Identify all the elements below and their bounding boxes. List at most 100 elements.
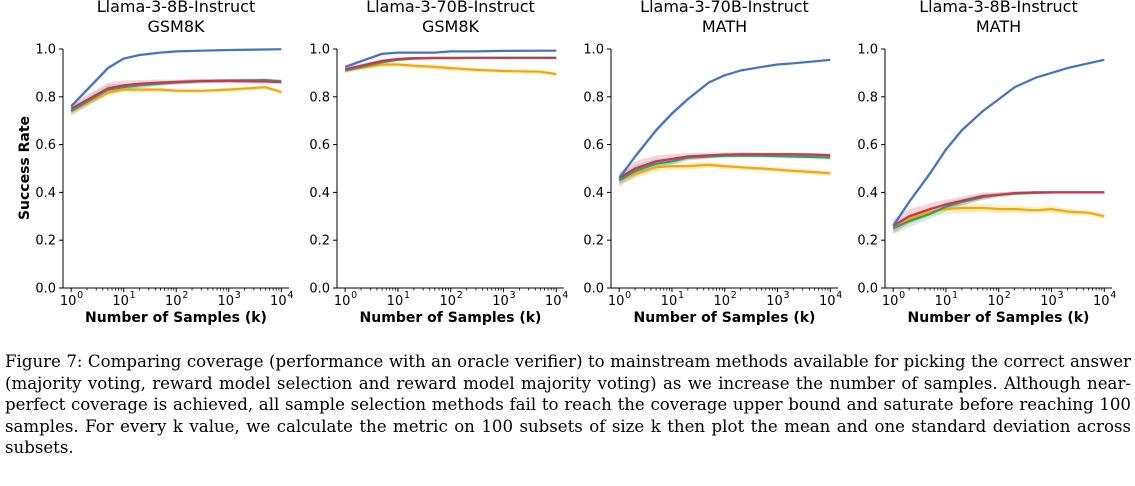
y-tick-label: 0.2 bbox=[857, 234, 878, 249]
x-axis-label: Number of Samples (k) bbox=[634, 310, 816, 326]
panel-title-line: GSM8K bbox=[422, 17, 480, 36]
x-tick-label: 10 bbox=[1093, 294, 1110, 309]
series-line-reward_majority bbox=[344, 56, 557, 71]
x-tick-label: 10 bbox=[218, 294, 235, 309]
series-line-coverage bbox=[344, 49, 557, 68]
x-tick-exponent: 4 bbox=[836, 290, 842, 301]
y-tick-label: 0.8 bbox=[857, 90, 878, 105]
y-tick-label: 1.0 bbox=[309, 43, 330, 58]
series-line-coverage bbox=[892, 58, 1105, 227]
x-tick-exponent: 2 bbox=[731, 290, 737, 301]
y-tick-label: 0.6 bbox=[857, 138, 878, 153]
x-tick-label: 10 bbox=[545, 294, 562, 309]
std-band-reward_majority bbox=[71, 78, 282, 114]
x-axis-label: Number of Samples (k) bbox=[908, 310, 1090, 326]
y-tick-label: 0.2 bbox=[309, 234, 330, 249]
panel-title-line: Llama-3-70B-Instruct bbox=[366, 0, 535, 16]
series-line-coverage bbox=[70, 48, 282, 108]
series-line-reward_majority bbox=[70, 79, 282, 110]
y-tick-label: 0.4 bbox=[583, 186, 604, 201]
std-band-majority bbox=[619, 162, 831, 186]
x-tick-label: 10 bbox=[1040, 294, 1057, 309]
std-band-reward_majority bbox=[893, 191, 1105, 233]
series-line-coverage bbox=[618, 58, 831, 179]
x-tick-exponent: 2 bbox=[1005, 290, 1011, 301]
x-tick-label: 10 bbox=[112, 294, 129, 309]
panel-title-line: Llama-3-8B-Instruct bbox=[97, 0, 255, 16]
series-line-reward_majority bbox=[618, 153, 831, 180]
x-tick-exponent: 4 bbox=[1110, 290, 1116, 301]
x-tick-exponent: 4 bbox=[287, 290, 293, 301]
y-tick-label: 0.2 bbox=[35, 234, 56, 249]
y-tick-label: 0.6 bbox=[583, 138, 604, 153]
x-tick-exponent: 3 bbox=[1058, 290, 1064, 301]
y-tick-label: 0.6 bbox=[35, 138, 56, 153]
panel-title-line: GSM8K bbox=[147, 17, 205, 36]
panel-title-line: MATH bbox=[976, 17, 1021, 36]
x-tick-label: 10 bbox=[987, 294, 1004, 309]
x-axis-label: Number of Samples (k) bbox=[360, 310, 542, 326]
x-tick-label: 10 bbox=[882, 294, 899, 309]
y-tick-label: 0.0 bbox=[35, 282, 56, 297]
x-tick-exponent: 1 bbox=[952, 290, 958, 301]
x-tick-label: 10 bbox=[439, 294, 456, 309]
std-band-coverage bbox=[893, 59, 1105, 229]
y-tick-label: 0.4 bbox=[309, 186, 330, 201]
x-tick-label: 10 bbox=[387, 294, 404, 309]
x-tick-exponent: 1 bbox=[130, 290, 136, 301]
y-tick-label: 0.4 bbox=[35, 186, 56, 201]
x-tick-exponent: 1 bbox=[404, 290, 410, 301]
y-tick-label: 0.4 bbox=[857, 186, 878, 201]
x-tick-label: 10 bbox=[819, 294, 836, 309]
y-tick-label: 0.8 bbox=[309, 90, 330, 105]
y-tick-label: 0.8 bbox=[583, 90, 604, 105]
y-tick-label: 1.0 bbox=[583, 43, 604, 58]
x-tick-exponent: 0 bbox=[351, 290, 357, 301]
y-tick-label: 0.0 bbox=[583, 282, 604, 297]
x-tick-exponent: 0 bbox=[899, 290, 905, 301]
y-tick-label: 1.0 bbox=[35, 43, 56, 58]
panel-title-line: Llama-3-8B-Instruct bbox=[919, 0, 1077, 16]
x-tick-exponent: 1 bbox=[678, 290, 684, 301]
y-tick-label: 0.2 bbox=[583, 234, 604, 249]
figure-chart-grid: Success Rate Llama-3-8B-InstructGSM8K0.0… bbox=[17, 0, 1116, 326]
y-tick-label: 0.0 bbox=[309, 282, 330, 297]
std-band-reward_model bbox=[893, 191, 1105, 235]
x-tick-label: 10 bbox=[608, 294, 625, 309]
x-tick-exponent: 0 bbox=[625, 290, 631, 301]
series-line-majority bbox=[70, 86, 282, 113]
x-axis-label: Number of Samples (k) bbox=[85, 310, 267, 326]
series-line-majority bbox=[345, 63, 557, 76]
x-tick-exponent: 3 bbox=[235, 290, 241, 301]
x-tick-label: 10 bbox=[766, 294, 783, 309]
x-tick-exponent: 3 bbox=[510, 290, 516, 301]
series-line-majority bbox=[892, 206, 1105, 230]
x-tick-label: 10 bbox=[935, 294, 952, 309]
panel-title-line: Llama-3-70B-Instruct bbox=[640, 0, 809, 16]
y-tick-label: 1.0 bbox=[857, 43, 878, 58]
x-tick-label: 10 bbox=[713, 294, 730, 309]
x-tick-exponent: 2 bbox=[457, 290, 463, 301]
x-tick-label: 10 bbox=[492, 294, 509, 309]
series-line-reward_majority bbox=[892, 191, 1105, 227]
y-tick-label: 0.0 bbox=[857, 282, 878, 297]
x-tick-exponent: 3 bbox=[784, 290, 790, 301]
x-tick-exponent: 0 bbox=[77, 290, 83, 301]
y-tick-label: 0.8 bbox=[35, 90, 56, 105]
x-tick-label: 10 bbox=[165, 294, 182, 309]
series-line-reward_model bbox=[618, 154, 831, 182]
series-line-majority bbox=[618, 163, 831, 182]
x-tick-label: 10 bbox=[661, 294, 678, 309]
std-band-majority bbox=[893, 203, 1105, 233]
x-tick-exponent: 2 bbox=[182, 290, 188, 301]
x-tick-label: 10 bbox=[270, 294, 287, 309]
x-tick-label: 10 bbox=[334, 294, 351, 309]
y-axis-label: Success Rate bbox=[17, 116, 33, 220]
panel-title-line: MATH bbox=[702, 17, 747, 36]
figure-caption: Figure 7: Comparing coverage (performanc… bbox=[5, 352, 1131, 457]
y-tick-label: 0.6 bbox=[309, 138, 330, 153]
